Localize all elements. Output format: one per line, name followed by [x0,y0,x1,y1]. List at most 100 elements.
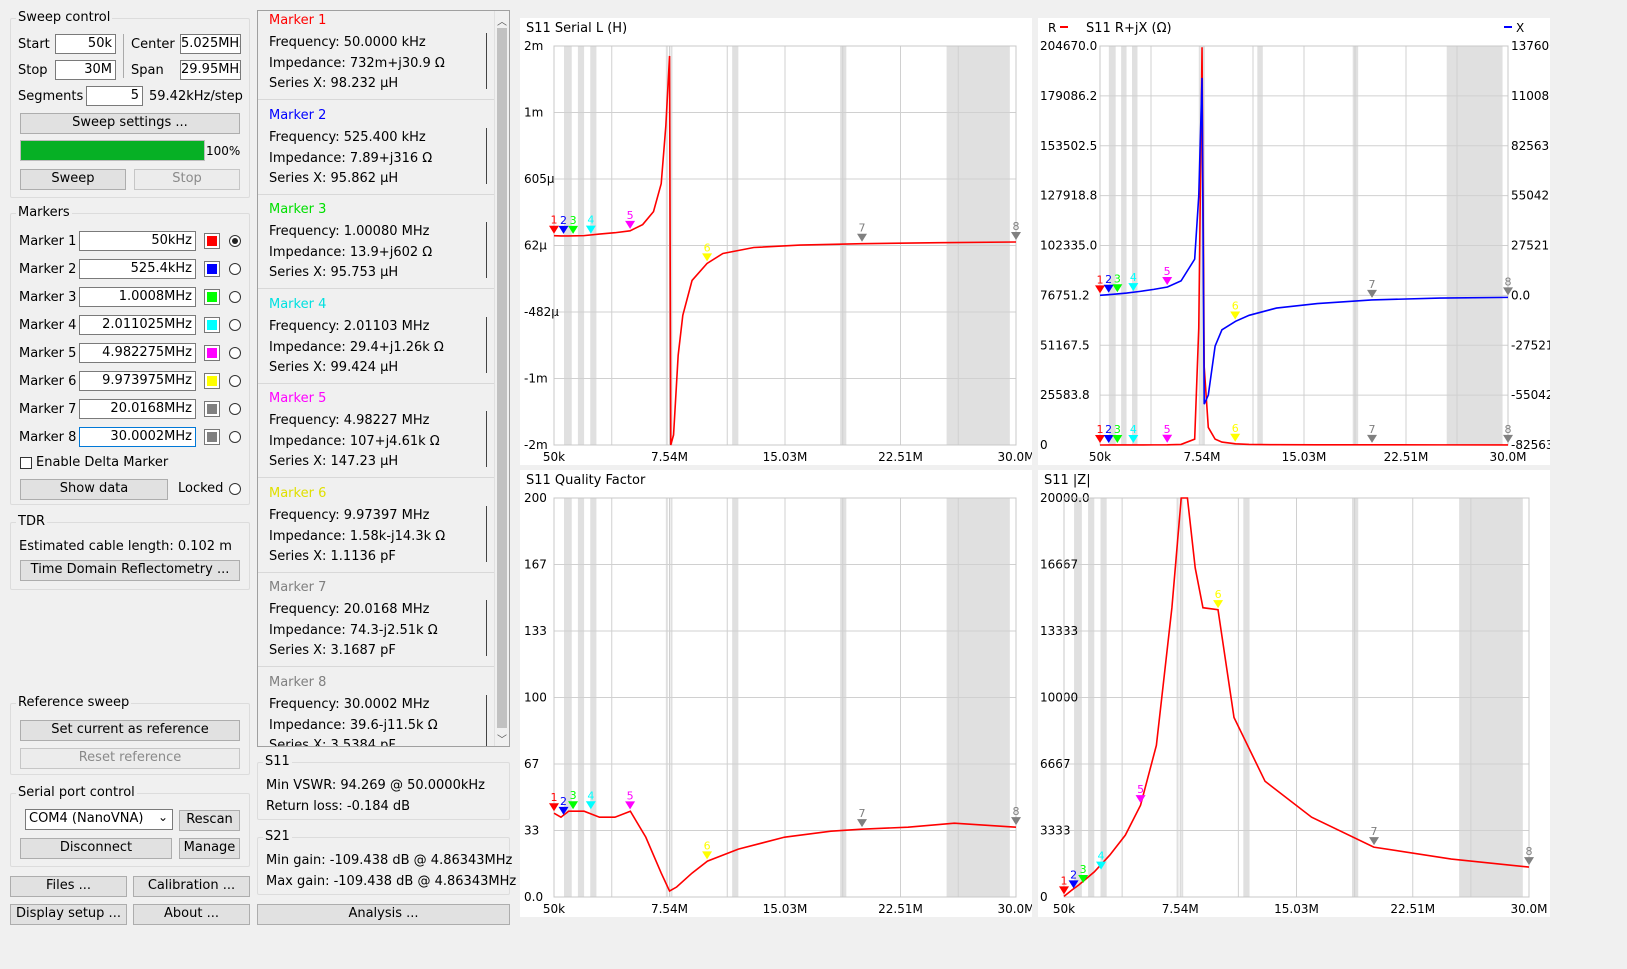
tdr-button[interactable]: Time Domain Reflectometry ... [20,560,240,581]
marker-data-impedance: Impedance: 29.4+j1.26k Ω [269,339,444,355]
marker-select-radio[interactable] [229,375,241,387]
marker-color-swatch[interactable] [204,401,220,417]
s11-group [257,762,510,820]
marker-triangle [568,801,579,810]
marker-triangle [1103,284,1114,293]
reset-reference-button[interactable]: Reset reference [20,748,240,769]
serial-l-chart[interactable]: 2m 1m 605μ 62μ -482μ -1m -2m 50k 7.54M 15.03M 22.5… [520,18,1032,465]
y-tick-label: 153502.5 [1040,139,1097,153]
marker-select-radio[interactable] [229,319,241,331]
rescan-button[interactable]: Rescan [179,810,240,831]
y-tick-label: 51167.5 [1040,338,1090,352]
marker-data-bar [486,316,487,373]
marker-frequency-input[interactable]: 50kHz [79,231,196,251]
marker-triangle [1162,277,1173,286]
marker-select-radio[interactable] [229,403,241,415]
y-tick-label: 100 [524,691,547,705]
marker-data-bar [486,600,487,656]
x-tick-label: 30.0M [1489,450,1526,464]
y-tick-label-right: 110080 [1511,89,1550,103]
span-input[interactable]: 29.95MHz [180,60,241,80]
marker-select-radio[interactable] [229,235,241,247]
about-button[interactable]: About ... [133,904,250,925]
set-reference-button[interactable]: Set current as reference [20,720,240,741]
impedance-magnitude-chart[interactable]: 20000.0 16667 13333 10000 6667 3333 0 50k 7.54M 1… [1038,470,1550,917]
locked-radio[interactable] [229,483,241,495]
marker-frequency-input[interactable]: 30.0002MHz [79,427,196,447]
marker-color-swatch[interactable] [204,429,220,445]
marker-data-bar [486,411,487,467]
scrollbar[interactable]: ︿ ﹀ [494,11,509,746]
cable-length-text: Estimated cable length: 0.102 m [19,539,232,554]
stop-input[interactable]: 30M [55,60,116,80]
sweep-settings-button[interactable]: Sweep settings ... [20,113,240,134]
stop-button[interactable]: Stop [134,169,240,190]
files-button[interactable]: Files ... [10,876,127,897]
y-tick-label: 605μ [524,172,555,186]
marker-data-series: Series X: 98.232 μH [269,76,399,91]
port-select[interactable]: COM4 (NanoVNA) ⌄ [25,809,173,830]
marker-data-panel[interactable]: Marker 1 Frequency: 50.0000 kHz Impedanc… [257,10,510,747]
marker-color-swatch[interactable] [204,345,220,361]
marker-select-radio[interactable] [229,291,241,303]
scroll-down-icon[interactable]: ﹀ [497,735,507,746]
disconnect-button[interactable]: Disconnect [20,838,172,859]
y-tick-label: 133 [524,624,547,638]
marker-number: 8 [1013,220,1020,233]
marker-number: 2 [1105,423,1112,436]
plot-frame [553,45,1017,446]
segments-input[interactable]: 5 [86,86,143,106]
marker-number: 6 [1232,300,1239,313]
scroll-up-icon[interactable]: ︿ [497,17,507,28]
marker-data-divider [258,382,495,384]
marker-frequency-input[interactable]: 1.0008MHz [79,287,196,307]
marker-color-swatch[interactable] [204,373,220,389]
x-tick-label: 50k [1053,902,1075,916]
series-line [553,55,1017,446]
y-tick-label: 200 [524,491,547,505]
plot-frame [553,497,1017,898]
marker-color-swatch[interactable] [204,317,220,333]
marker-data-frequency: Frequency: 4.98227 MHz [269,413,430,428]
marker-triangle [585,801,596,810]
marker-triangle [1230,311,1241,320]
marker-frequency-input[interactable]: 4.982275MHz [79,343,196,363]
marker-frequency-input[interactable]: 2.011025MHz [79,315,196,335]
marker-color-swatch[interactable] [204,289,220,305]
delta-marker-checkbox[interactable] [20,457,32,469]
marker-select-radio[interactable] [229,431,241,443]
marker-data-title: Marker 5 [269,391,327,406]
display-setup-button[interactable]: Display setup ... [10,904,127,925]
sweep-button[interactable]: Sweep [20,169,126,190]
series-line [1099,77,1509,405]
start-input[interactable]: 50k [55,34,116,54]
delta-marker-label: Enable Delta Marker [36,455,169,470]
marker-color-swatch[interactable] [204,261,220,277]
center-input[interactable]: 5.025MHz [180,34,241,54]
marker-data-bar [486,222,487,278]
calibration-button[interactable]: Calibration ... [133,876,250,897]
marker-triangle [1128,434,1139,443]
chart-title: S11 Quality Factor [526,473,646,488]
y-tick-label: -2m [524,438,548,452]
manage-button[interactable]: Manage [179,838,240,859]
marker-select-radio[interactable] [229,347,241,359]
marker-frequency-input[interactable]: 525.4kHz [79,259,196,279]
marker-data-impedance: Impedance: 732m+j30.9 Ω [269,56,445,71]
marker-data-series: Series X: 99.424 μH [269,359,399,375]
marker-frequency-input[interactable]: 20.0168MHz [79,399,196,419]
y-tick-label-right: 27521 [1511,239,1549,253]
marker-frequency-input[interactable]: 9.973975MHz [79,371,196,391]
scroll-thumb[interactable] [497,28,507,728]
marker-select-radio[interactable] [229,263,241,275]
analysis-button[interactable]: Analysis ... [257,904,510,925]
show-data-button[interactable]: Show data [20,479,168,500]
marker-number: 3 [1080,863,1087,876]
marker-number: 1 [551,214,558,227]
marker-number: 5 [1164,265,1171,278]
marker-data-bar [486,505,487,562]
marker-number: 2 [560,214,567,227]
quality-factor-chart[interactable]: 200 167 133 100 67 33 0.0 50k 7.54M 15.03M 22.51M 3… [520,470,1032,917]
r-jx-chart[interactable]: 204670.0 179086.2 153502.5 127918.8 102335.0… [1038,18,1550,465]
marker-color-swatch[interactable] [204,233,220,249]
